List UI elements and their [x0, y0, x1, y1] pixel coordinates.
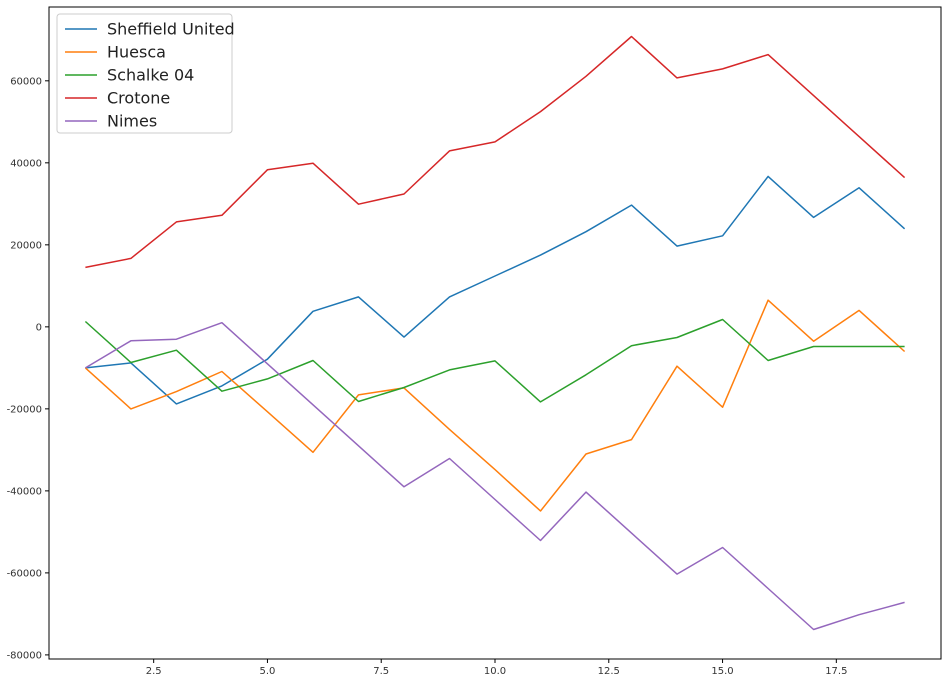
- x-tick-label: 2.5: [146, 666, 162, 677]
- y-tick-label: 20000: [10, 240, 42, 251]
- legend-label: Nimes: [107, 112, 157, 131]
- y-tick-label: -60000: [7, 568, 42, 579]
- x-axis-ticks: 2.5 5.0 7.5 10.0 12.5 15.0 17.5: [146, 659, 847, 677]
- x-tick-label: 12.5: [598, 666, 620, 677]
- y-tick-label: -40000: [7, 486, 42, 497]
- legend-label: Schalke 04: [107, 66, 194, 85]
- x-tick-label: 7.5: [373, 666, 389, 677]
- series-line-schalke-04: [84, 318, 905, 403]
- legend-label: Sheffield United: [107, 20, 235, 39]
- series-line-nimes: [85, 321, 905, 631]
- series-line-huesca: [84, 299, 906, 512]
- y-tick-label: 60000: [10, 76, 42, 87]
- legend: Sheffield United Huesca Schalke 04 Crotone N…: [56, 13, 235, 134]
- x-tick-label: 17.5: [825, 666, 847, 677]
- series-line-sheffield-united: [85, 175, 906, 405]
- legend-label: Huesca: [107, 43, 166, 62]
- series-line-crotone: [85, 35, 906, 269]
- x-tick-label: 15.0: [711, 666, 733, 677]
- y-tick-label: -80000: [7, 650, 42, 661]
- series-lines: [84, 35, 906, 631]
- legend-label: Crotone: [107, 89, 170, 108]
- y-tick-label: 40000: [10, 158, 42, 169]
- x-tick-label: 10.0: [484, 666, 506, 677]
- legend-box: [56, 13, 233, 134]
- y-tick-label: 0: [36, 322, 42, 333]
- y-tick-label: -20000: [7, 404, 42, 415]
- y-axis-ticks: -80000 -60000 -40000 -20000 0 20000 40000 60000: [7, 76, 49, 661]
- x-tick-label: 5.0: [259, 666, 275, 677]
